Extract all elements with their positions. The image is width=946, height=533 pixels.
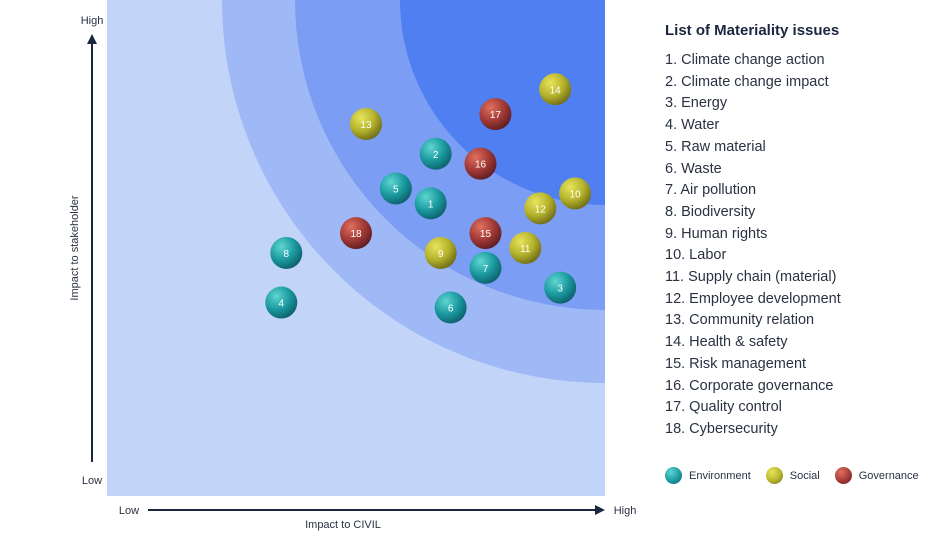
governance-dot-icon [834,467,852,484]
y-axis-low-label: Low [82,475,102,487]
y-axis-title: Impact to stakeholder [69,195,81,301]
bubble-label: 12 [535,204,547,215]
issue-bubble-11: 11 [509,232,542,264]
bubble-label: 3 [557,284,563,295]
social-dot-icon [765,467,783,484]
bubble-label: 4 [279,299,285,310]
bubble-label: 18 [350,229,362,240]
x-axis-high-label: High [614,505,637,517]
bubble-circle [270,236,303,269]
materiality-list-panel: List of Materiality issues 1. Climate ch… [665,22,935,441]
list-item: 3. Energy [665,95,728,112]
bubble-circle [424,236,457,269]
bubble-label: 13 [360,120,372,131]
bubble-circle [464,147,497,180]
issue-bubble-9: 9 [424,236,457,269]
issue-bubble-7: 7 [469,251,502,284]
list-item: 7. Air pollution [665,182,757,199]
bubble-circle [509,232,542,264]
list-item: 16. Corporate governance [665,377,834,394]
bubble-label: 8 [283,249,289,260]
bubble-label: 11 [520,244,531,255]
issue-bubble-18: 18 [340,217,372,250]
legend-item-social: Social [765,467,820,484]
list-item: 14. Health & safety [665,334,788,351]
bubble-circle [469,251,502,284]
list-item: 8. Biodiversity [665,203,756,220]
environment-dot-icon [665,467,682,484]
issue-bubble-8: 8 [270,236,303,269]
bubble-circle [544,271,577,304]
issue-bubble-17: 17 [479,98,512,131]
bubble-circle [379,172,412,205]
issue-bubble-6: 6 [434,291,467,324]
bubble-label: 10 [570,189,582,200]
bubble-label: 15 [480,229,492,240]
bubble-label: 7 [483,264,489,275]
list-item: 6. Waste [665,160,722,177]
issue-bubble-2: 2 [419,137,452,170]
issue-bubble-14: 14 [539,73,572,106]
list-item: 11. Supply chain (material) [665,269,837,286]
list-item: 9. Human rights [665,225,768,242]
issue-list: 1. Climate change action 2. Climate chan… [665,50,935,441]
issue-bubble-12: 12 [524,192,557,225]
y-axis-arrow [87,34,97,44]
x-axis-low-label: Low [119,505,139,517]
list-item: 15. Risk management [665,355,807,372]
issue-bubble-5: 5 [379,172,412,205]
bubble-label: 2 [433,150,439,161]
x-axis-title: Impact to CIVIL [305,519,381,531]
bubble-circle [340,217,372,250]
bubble-label: 9 [438,249,444,260]
legend-item-environment: Environment [665,467,751,484]
list-title: List of Materiality issues [665,22,840,39]
bubble-circle [434,291,467,324]
bubble-circle [265,286,298,319]
legend-label: Governance [858,469,919,482]
legend-label: Environment [689,469,751,482]
bubble-circle [469,217,502,250]
list-item: 2. Climate change impact [665,73,829,90]
list-item: 13. Community relation [665,312,815,329]
bubble-circle [479,98,512,131]
bubble-circle [524,192,557,225]
bubble-circle [419,137,452,170]
list-item: 10. Labor [665,247,727,264]
y-axis-high-label: High [81,15,104,27]
bubble-label: 1 [428,199,434,210]
legend-label: Social [789,469,820,482]
list-item: 5. Raw material [665,138,766,155]
x-axis-arrow [595,505,605,515]
materiality-matrix: High Low Impact to stakeholder Low High … [69,0,637,531]
list-item: 4. Water [665,117,720,134]
issue-bubble-16: 16 [464,147,497,180]
bubble-label: 14 [550,85,562,96]
bubble-circle [349,108,382,140]
issue-bubble-1: 1 [414,187,447,220]
bubble-label: 16 [475,160,487,171]
list-item: 18. Cybersecurity [665,420,778,437]
issue-bubble-10: 10 [559,177,592,210]
legend-item-governance: Governance [834,467,919,484]
list-item: 1. Climate change action [665,52,825,68]
bubble-label: 5 [393,184,399,195]
chart-legend: Environment Social Governance [665,467,934,484]
list-item: 17. Quality control [665,399,782,416]
issue-bubble-4: 4 [265,286,298,319]
bubble-label: 17 [490,110,502,121]
issue-bubble-15: 15 [469,217,502,250]
issue-bubble-13: 13 [349,108,382,140]
issue-bubble-3: 3 [544,271,577,304]
list-item: 12. Employee development [665,290,841,307]
bubble-circle [539,73,572,106]
bubble-circle [559,177,592,210]
bubble-label: 6 [448,304,454,315]
bubble-circle [414,187,447,220]
